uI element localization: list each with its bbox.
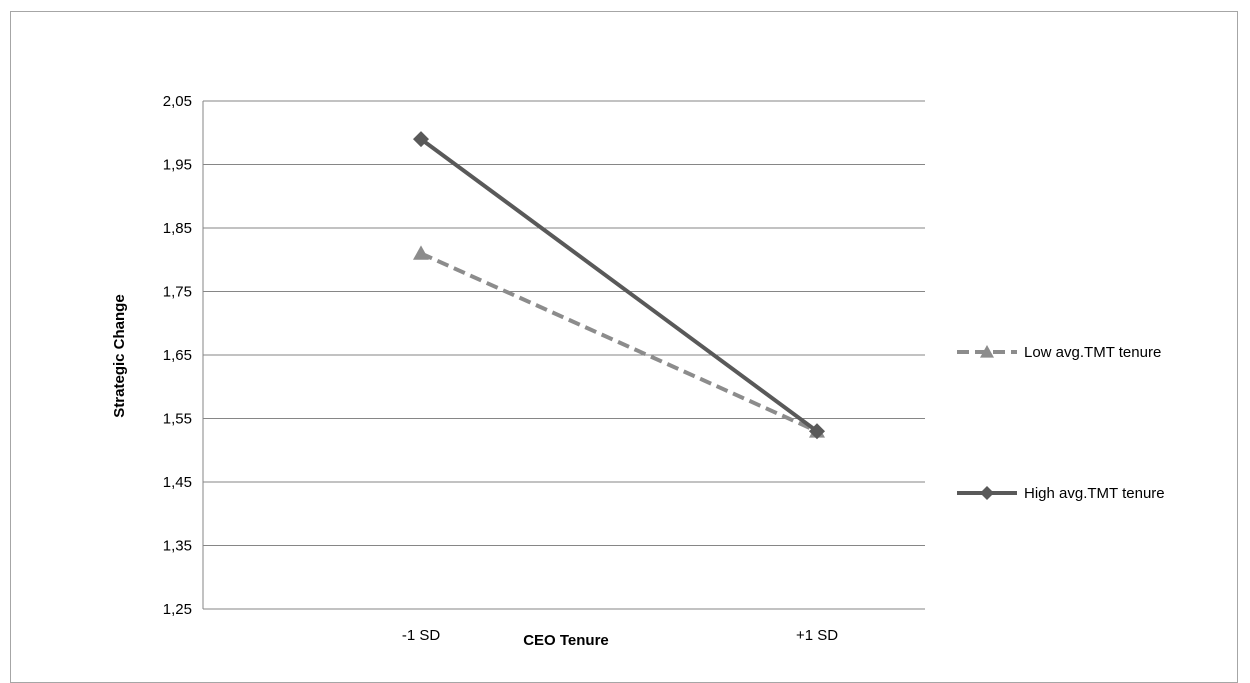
y-tick-label: 2,05 (163, 93, 192, 110)
x-tick-label: +1 SD (796, 627, 838, 644)
triangle-marker (980, 345, 994, 358)
chart: 1,25 1,35 1,45 1,55 1,65 1,75 1,85 1,95 2,05 -1 … (111, 93, 1165, 649)
y-axis-title: Strategic Change (111, 294, 128, 417)
chart-frame (10, 11, 1238, 683)
x-tick-label: -1 SD (402, 627, 441, 644)
y-tick-label: 1,95 (163, 157, 192, 174)
y-tick-label: 1,35 (163, 538, 192, 555)
x-tick-labels: -1 SD +1 SD (402, 627, 838, 644)
y-tick-labels: 1,25 1,35 1,45 1,55 1,65 1,75 1,85 1,95 2,05 (163, 93, 192, 618)
series-layer (413, 131, 825, 440)
y-tick-label: 1,45 (163, 474, 192, 491)
series-line-low-avg-tmt-tenure (420, 251, 818, 434)
y-tick-label: 1,55 (163, 411, 192, 428)
diamond-marker (809, 423, 825, 440)
y-tick-label: 1,75 (163, 284, 192, 301)
diamond-marker (413, 131, 429, 148)
y-tick-label: 1,65 (163, 347, 192, 364)
diamond-marker (980, 486, 994, 500)
series-line-high-avg-tmt-tenure (419, 137, 819, 433)
y-tick-label: 1,85 (163, 220, 192, 237)
legend-label: High avg.TMT tenure (1024, 485, 1165, 502)
legend-label: Low avg.TMT tenure (1024, 344, 1161, 361)
triangle-marker (413, 245, 429, 260)
y-tick-label: 1,25 (163, 601, 192, 618)
gridlines (202, 100, 925, 610)
x-axis-title: CEO Tenure (523, 632, 609, 649)
legend: Low avg.TMT tenure High avg.TMT tenure (957, 344, 1165, 502)
